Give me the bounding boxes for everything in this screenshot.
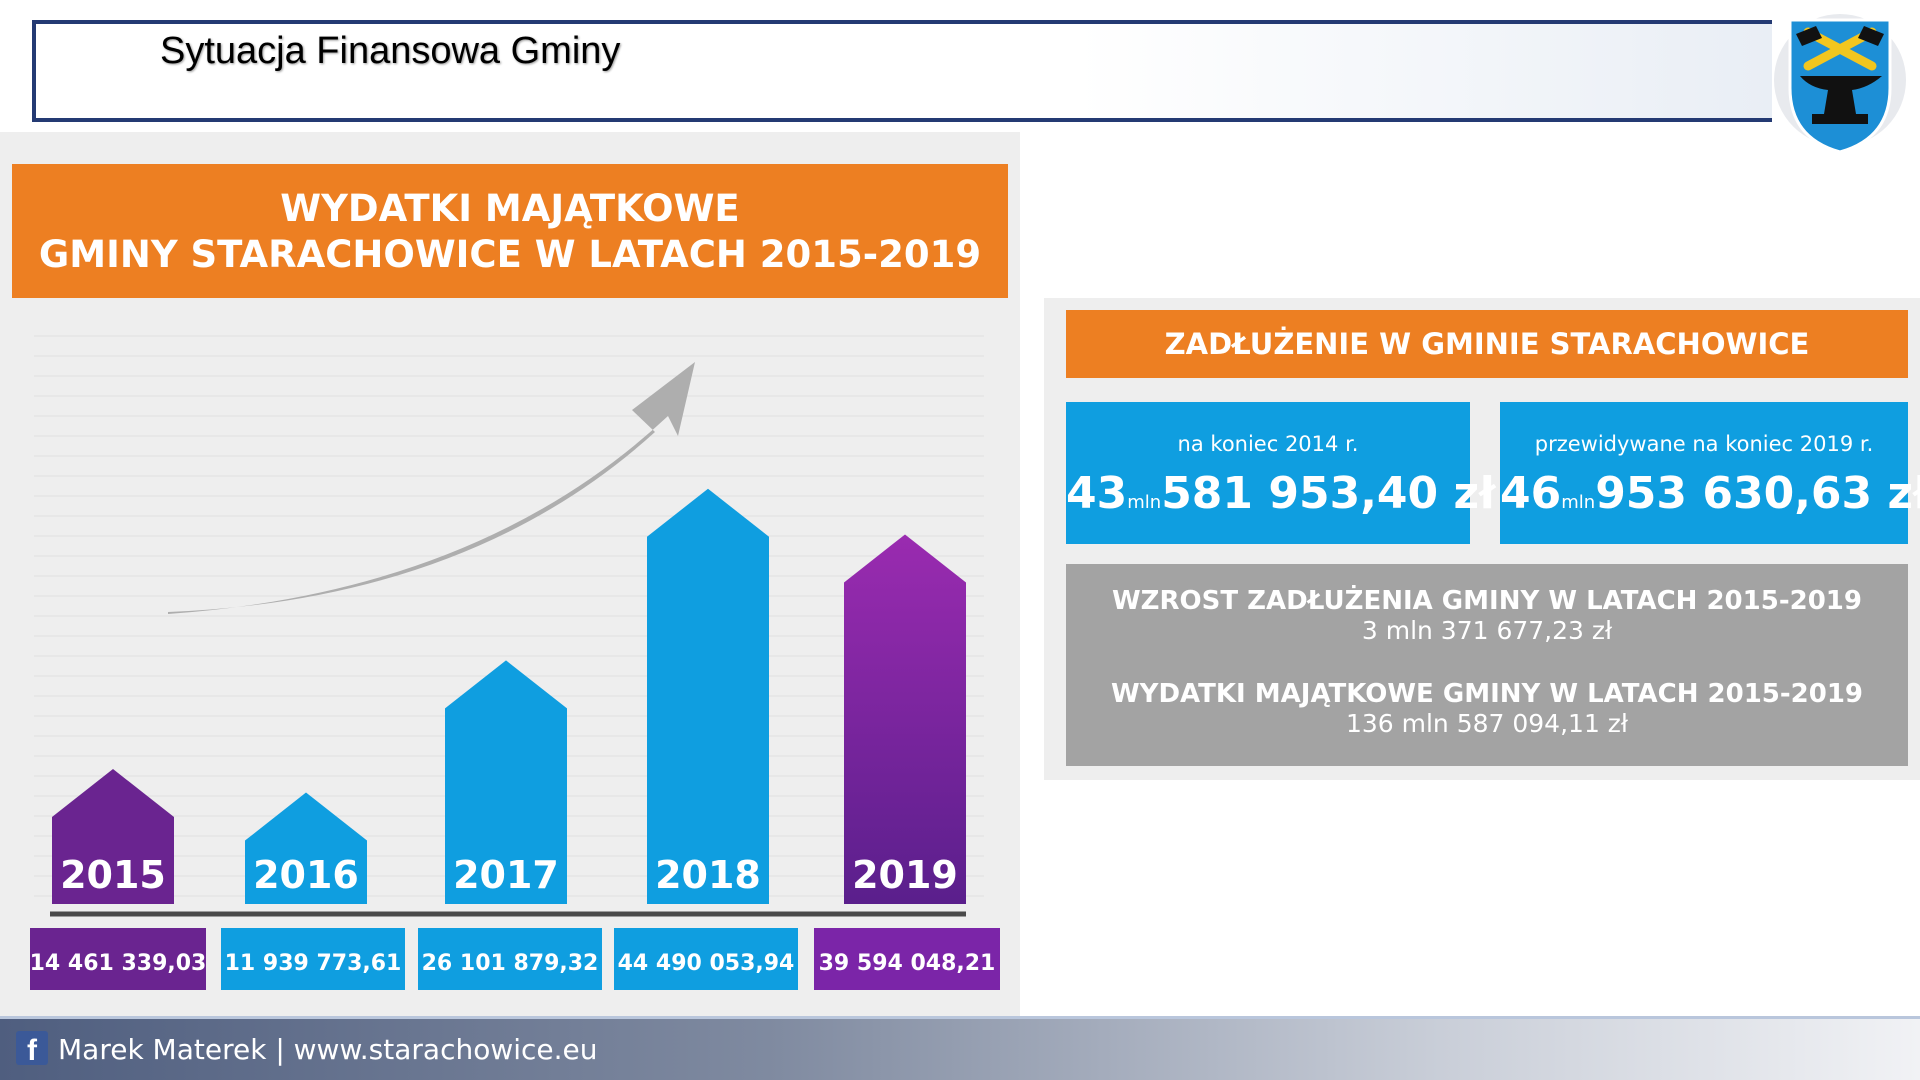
bar-year-label: 2018: [655, 853, 761, 897]
footer-bar: f Marek Materek | www.starachowice.eu: [0, 1016, 1920, 1080]
value-label-box: [30, 928, 206, 990]
debt-amount-millions: 43: [1066, 468, 1128, 519]
bar-2019: [844, 534, 966, 904]
debt-amount-rest: 581 953,40 zł: [1161, 468, 1496, 519]
chart-title-line-1: WYDATKI MAJĄTKOWE: [280, 187, 740, 230]
value-label-box: [418, 928, 602, 990]
bar-year-label: 2017: [453, 853, 559, 897]
trend-arrow: [168, 362, 695, 614]
value-label: 11 939 773,61: [225, 951, 402, 976]
bar-2017: [445, 660, 567, 904]
summary-value-capital-expenditure: 136 mln 587 094,11 zł: [1345, 709, 1629, 738]
value-label: 44 490 053,94: [618, 951, 795, 976]
debt-title-banner: ZADŁUŻENIE W GMINIE STARACHOWICE: [1066, 310, 1908, 378]
value-label: 14 461 339,03: [30, 951, 207, 976]
value-label-box: [221, 928, 405, 990]
debt-amount-unit: mln: [1561, 492, 1596, 513]
value-label: 39 594 048,21: [819, 951, 996, 976]
summary-value-debt-growth: 3 mln 371 677,23 zł: [1361, 616, 1613, 645]
value-label-box: [814, 928, 1000, 990]
bar-2016: [245, 792, 367, 904]
bar-year-label: 2019: [852, 853, 958, 897]
header-box: [32, 20, 1772, 122]
debt-amount-unit: mln: [1127, 492, 1162, 513]
debt-panel: ZADŁUŻENIE W GMINIE STARACHOWICE na koni…: [1044, 298, 1920, 780]
bar-2015: [52, 769, 174, 904]
bar-year-label: 2015: [60, 853, 166, 897]
page-title: Sytuacja Finansowa Gminy: [160, 30, 621, 72]
summary-title-capital-expenditure: WYDATKI MAJĄTKOWE GMINY W LATACH 2015-20…: [1110, 679, 1864, 709]
debt-amount-millions: 46: [1500, 468, 1562, 519]
footer-text: Marek Materek | www.starachowice.eu: [58, 1033, 598, 1066]
facebook-icon[interactable]: f: [16, 1031, 48, 1067]
capital-expenditure-chart: 2015 14 461 339,03 2016 11 939 773,61 2017 26…: [30, 335, 1000, 990]
chart-title-line-2: GMINY STARACHOWICE W LATACH 2015-2019: [38, 233, 982, 276]
debt-card-amount: 46mln953 630,63 zł: [1500, 468, 1920, 519]
debt-card-caption: na koniec 2014 r.: [1177, 432, 1359, 456]
coat-of-arms-logo: [1774, 14, 1906, 154]
value-label-box: [614, 928, 798, 990]
bar-2018: [647, 488, 769, 904]
chart-title-banner: WYDATKI MAJĄTKOWE GMINY STARACHOWICE W L…: [12, 164, 1008, 298]
debt-card-2019: przewidywane na koniec 2019 r. 46mln953 …: [1500, 402, 1920, 544]
debt-card-2014: na koniec 2014 r. 43mln581 953,40 zł: [1066, 402, 1495, 544]
debt-card-amount: 43mln581 953,40 zł: [1066, 468, 1495, 519]
bar-year-label: 2016: [253, 853, 359, 897]
debt-card-caption: przewidywane na koniec 2019 r.: [1534, 432, 1874, 456]
value-label: 26 101 879,32: [422, 951, 599, 976]
debt-summary-box: WZROST ZADŁUŻENIA GMINY W LATACH 2015-20…: [1066, 564, 1908, 766]
summary-title-debt-growth: WZROST ZADŁUŻENIA GMINY W LATACH 2015-20…: [1111, 586, 1862, 616]
debt-amount-rest: 953 630,63 zł: [1595, 468, 1920, 519]
